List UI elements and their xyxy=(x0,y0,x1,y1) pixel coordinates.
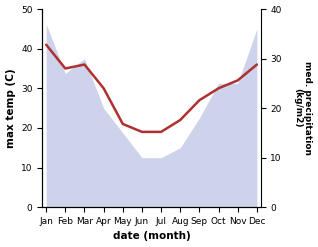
Y-axis label: med. precipitation
(kg/m2): med. precipitation (kg/m2) xyxy=(293,61,313,155)
X-axis label: date (month): date (month) xyxy=(113,231,190,242)
Y-axis label: max temp (C): max temp (C) xyxy=(5,68,16,148)
